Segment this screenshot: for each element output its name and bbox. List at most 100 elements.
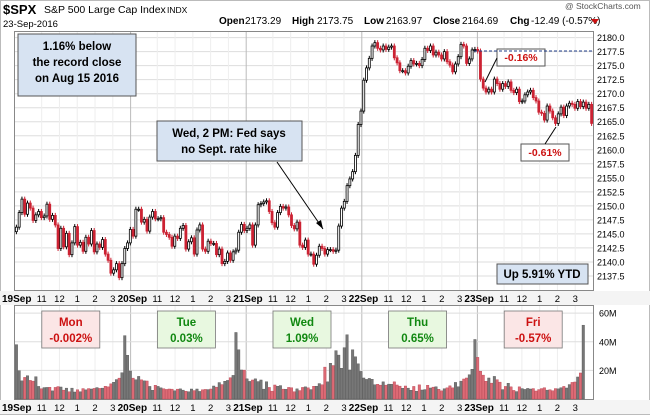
- candle-up: [351, 171, 355, 180]
- volume-bar: [331, 365, 335, 400]
- volume-bar: [262, 388, 266, 400]
- volume-bar: [45, 387, 49, 400]
- volume-bar: [512, 390, 516, 400]
- day-change-fri: Fri -0.57%: [503, 310, 563, 349]
- candle-up: [501, 83, 505, 90]
- volume-bar: [28, 380, 32, 400]
- volume-bar: [426, 385, 430, 400]
- candle-up: [134, 208, 138, 237]
- candle-up: [409, 60, 413, 67]
- day-label: 21Sep: [233, 403, 262, 414]
- hour-label: 2: [439, 403, 444, 414]
- hour-label: 2: [208, 294, 213, 305]
- hour-label: 2: [439, 294, 444, 305]
- candle-up: [429, 45, 432, 51]
- candle-up: [520, 100, 524, 103]
- candle-up: [276, 212, 280, 228]
- price-tick-label: 2137.5: [597, 271, 625, 281]
- candle-up: [545, 105, 549, 121]
- candle-up: [34, 214, 38, 221]
- volume-bar: [265, 381, 268, 400]
- candle-down: [431, 45, 435, 56]
- volume-bar: [506, 383, 510, 400]
- candle-down: [48, 203, 52, 220]
- candle-down: [537, 100, 541, 113]
- candle-up: [467, 58, 471, 64]
- candle-down: [267, 200, 271, 212]
- volume-bar: [276, 386, 280, 400]
- candle-down: [23, 198, 27, 215]
- hour-label: 1: [421, 294, 426, 305]
- candle-up: [515, 88, 518, 93]
- day-change-labels: Mon -0.002% Tue 0.03% Wed 1.09% Thu 0.65% Fri -0.…: [41, 310, 563, 349]
- candle-up: [370, 45, 374, 59]
- candle-up: [37, 211, 41, 216]
- candle-down: [495, 78, 499, 85]
- volume-bar: [145, 380, 149, 400]
- candle-down: [98, 243, 102, 248]
- candle-down: [398, 62, 402, 72]
- volume-bar: [170, 388, 174, 400]
- volume-bar: [192, 390, 196, 400]
- candle-down: [220, 248, 224, 265]
- volume-bar: [251, 379, 255, 400]
- fed-note-text: Wed, 2 PM: Fed says no Sept. rate hike: [172, 128, 286, 156]
- candle-up: [73, 226, 77, 244]
- day-name: Fri: [526, 317, 541, 329]
- volume-bar: [223, 381, 227, 400]
- price-tick-label: 2152.5: [597, 187, 625, 197]
- symbol: $SPX: [3, 2, 37, 17]
- candle-up: [340, 207, 343, 227]
- day-change-box: [272, 310, 332, 349]
- volume-bar: [67, 391, 71, 400]
- day-change-mon: Mon -0.002%: [41, 310, 101, 349]
- hour-label: 12: [54, 294, 65, 305]
- price-tick-label: 2167.5: [597, 103, 625, 113]
- day-change-value: -0.002%: [49, 333, 92, 345]
- candle-up: [473, 48, 477, 51]
- day-label: 22Sep: [349, 403, 378, 414]
- volume-bar: [526, 388, 530, 400]
- day-label: 23Sep: [464, 403, 493, 414]
- day-name: Wed: [290, 317, 314, 329]
- volume-bars: [14, 324, 585, 400]
- volume-bar: [509, 386, 513, 400]
- hour-label: 12: [401, 294, 412, 305]
- volume-bar: [359, 371, 363, 400]
- candle-up: [115, 263, 118, 271]
- candle-up: [317, 245, 321, 256]
- volume-bar: [301, 387, 305, 400]
- candle-down: [479, 50, 482, 80]
- volume-bar: [226, 380, 230, 400]
- volume-bar: [551, 390, 555, 400]
- candle-up: [217, 248, 221, 256]
- volume-bar: [84, 389, 88, 400]
- candle-down: [290, 214, 293, 226]
- candle-up: [454, 63, 457, 73]
- candle-up: [234, 249, 238, 253]
- hour-label: 3: [226, 403, 231, 414]
- day-change-box: [156, 310, 216, 349]
- pct-016-text: -0.16%: [504, 52, 538, 64]
- volume-bar: [220, 384, 224, 400]
- day-change-value: 0.03%: [170, 333, 203, 345]
- candle-up: [262, 201, 266, 205]
- candle-down: [176, 235, 179, 239]
- volume-bar: [76, 389, 79, 400]
- candle-up: [126, 242, 129, 249]
- volume-bar: [131, 377, 135, 400]
- candle-up: [51, 215, 54, 220]
- hour-label: 12: [285, 403, 296, 414]
- candle-up: [198, 224, 202, 231]
- candle-down: [437, 51, 441, 56]
- candle-up: [523, 94, 527, 102]
- candle-up: [334, 249, 338, 252]
- candle-up: [326, 249, 330, 255]
- candle-down: [465, 45, 468, 64]
- candle-up: [70, 242, 74, 256]
- hour-label: 12: [170, 403, 181, 414]
- candle-up: [456, 56, 460, 65]
- candle-up: [45, 203, 49, 217]
- day-change-thu: Thu 0.65%: [388, 310, 448, 349]
